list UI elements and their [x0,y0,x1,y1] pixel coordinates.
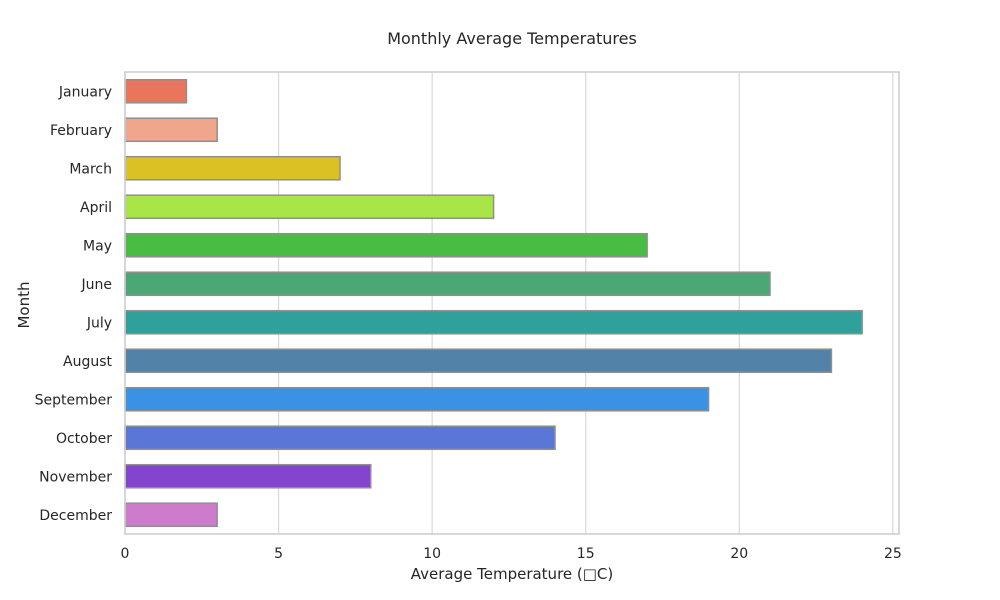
chart-title: Monthly Average Temperatures [387,29,637,48]
y-tick-label-march: March [69,161,112,177]
bar-february [124,117,218,143]
bars [124,78,863,528]
y-tick-label-september: September [35,392,113,408]
bar-march [124,155,341,181]
y-axis-ticks: January February March April May June July Augu… [35,84,113,524]
x-tick-label: 20 [730,546,748,562]
y-axis-label: Month [15,281,33,328]
bar-april [124,194,495,220]
y-tick-label-august: August [63,354,113,370]
y-tick-label-february: February [50,123,112,139]
bar-august [124,348,833,374]
bar-december [124,502,218,528]
y-tick-label-june: June [81,277,113,293]
bar-november [124,463,372,489]
bar-october [124,425,556,451]
x-tick-label: 10 [423,546,441,562]
bar-july [124,309,863,335]
x-tick-label: 25 [884,546,902,562]
y-tick-label-october: October [56,431,112,447]
bar-september [124,386,710,412]
y-tick-label-may: May [83,238,112,254]
bar-june [124,271,771,297]
x-axis-ticks: 0 5 10 15 20 25 [121,546,902,562]
y-tick-label-january: January [58,84,112,100]
plot-frame [124,71,900,535]
x-axis-label: Average Temperature (□C) [411,565,614,583]
x-tick-label: 5 [274,546,283,562]
x-tick-label: 15 [577,546,595,562]
y-tick-label-april: April [80,200,112,216]
bar-january [124,78,188,104]
y-tick-label-july: July [86,315,112,331]
y-tick-label-november: November [39,469,112,485]
y-tick-label-december: December [39,508,112,524]
x-tick-label: 0 [121,546,130,562]
bar-may [124,232,648,258]
